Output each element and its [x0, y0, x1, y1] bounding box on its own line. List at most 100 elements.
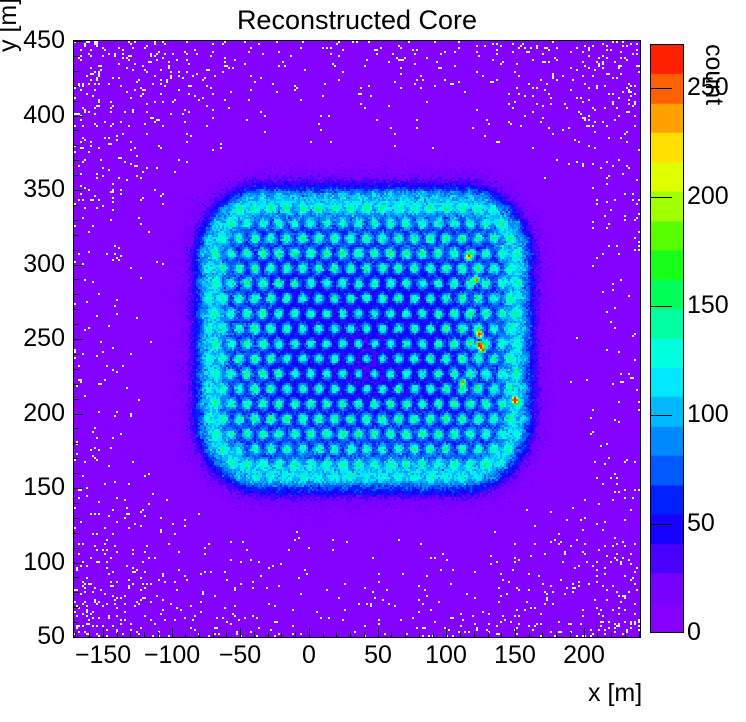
y-axis-tick-label: 450	[23, 26, 65, 54]
y-axis-minor-tick	[74, 220, 79, 221]
x-axis-tick-label: −100	[143, 641, 201, 669]
y-axis-minor-tick	[74, 279, 79, 280]
x-axis-minor-tick	[185, 632, 186, 637]
x-axis-minor-tick	[570, 632, 571, 637]
y-axis-tick-label: 50	[37, 622, 65, 650]
colorbar-tick	[650, 306, 672, 307]
y-axis-minor-tick	[74, 205, 79, 206]
x-axis-tick	[446, 628, 447, 637]
y-axis-tick-label: 150	[23, 473, 65, 501]
colorbar-tick	[650, 415, 672, 416]
x-axis-minor-tick	[130, 632, 131, 637]
y-axis-tick	[74, 563, 83, 564]
x-axis-minor-tick	[364, 632, 365, 637]
x-axis-title: x [m]	[588, 679, 643, 707]
colorbar-gradient	[650, 44, 684, 633]
x-axis-minor-tick	[254, 632, 255, 637]
x-axis-minor-tick	[501, 632, 502, 637]
y-axis-tick-label: 400	[23, 101, 65, 129]
y-axis-minor-tick	[74, 160, 79, 161]
colorbar-title: count	[700, 44, 728, 106]
y-axis-minor-tick	[74, 577, 79, 578]
y-axis-minor-tick	[74, 592, 79, 593]
y-axis-tick	[74, 116, 83, 117]
x-axis-minor-tick	[295, 632, 296, 637]
x-axis-tick	[172, 628, 173, 637]
x-axis-tick-label: 200	[563, 641, 605, 669]
y-axis-minor-tick	[74, 86, 79, 87]
x-axis-minor-tick	[529, 632, 530, 637]
y-axis-tick-label: 350	[23, 175, 65, 203]
x-axis-minor-tick	[144, 632, 145, 637]
y-axis-minor-tick	[74, 145, 79, 146]
x-axis-minor-tick	[281, 632, 282, 637]
x-axis-minor-tick	[226, 632, 227, 637]
x-axis-minor-tick	[611, 632, 612, 637]
x-axis-minor-tick	[542, 632, 543, 637]
y-axis-minor-tick	[74, 443, 79, 444]
y-axis-tick	[74, 190, 83, 191]
x-axis-tick	[103, 628, 104, 637]
page-title: Reconstructed Core	[236, 5, 478, 35]
y-axis-minor-tick	[74, 369, 79, 370]
x-axis-minor-tick	[460, 632, 461, 637]
y-axis-minor-tick	[74, 622, 79, 623]
x-axis-minor-tick	[639, 632, 640, 637]
x-axis-minor-tick	[597, 632, 598, 637]
colorbar-tick-label: 150	[687, 291, 729, 319]
y-axis-minor-tick	[74, 384, 79, 385]
y-axis-minor-tick	[74, 250, 79, 251]
y-axis-minor-tick	[74, 235, 79, 236]
x-axis-minor-tick	[391, 632, 392, 637]
heatmap-canvas	[74, 41, 640, 637]
x-axis-minor-tick	[158, 632, 159, 637]
colorbar	[650, 44, 684, 633]
x-axis-tick	[309, 628, 310, 637]
x-axis-tick-label: 150	[494, 641, 536, 669]
colorbar-tick-label: 200	[687, 182, 729, 210]
colorbar-tick-label: 50	[687, 509, 715, 537]
y-axis-minor-tick	[74, 607, 79, 608]
y-axis-minor-tick	[74, 324, 79, 325]
y-axis-minor-tick	[74, 548, 79, 549]
y-axis-minor-tick	[74, 503, 79, 504]
x-axis-minor-tick	[419, 632, 420, 637]
y-axis-minor-tick	[74, 294, 79, 295]
x-axis-minor-tick	[350, 632, 351, 637]
y-axis-minor-tick	[74, 56, 79, 57]
x-axis-minor-tick	[75, 632, 76, 637]
x-axis-tick-label: −50	[218, 641, 262, 669]
y-axis-minor-tick	[74, 354, 79, 355]
x-axis-tick-label: 50	[364, 641, 392, 669]
x-axis-minor-tick	[556, 632, 557, 637]
y-axis-tick	[74, 41, 83, 42]
y-axis-tick-label: 300	[23, 250, 65, 278]
y-axis-minor-tick	[74, 518, 79, 519]
x-axis-minor-tick	[89, 632, 90, 637]
x-axis-tick	[515, 628, 516, 637]
y-axis-title: y [m]	[0, 0, 22, 52]
y-axis-minor-tick	[74, 101, 79, 102]
x-axis-tick-label: 100	[425, 641, 467, 669]
y-axis-minor-tick	[74, 473, 79, 474]
x-axis-minor-tick	[117, 632, 118, 637]
y-axis-minor-tick	[74, 458, 79, 459]
x-axis-tick-label: −150	[74, 641, 132, 669]
y-axis-minor-tick	[74, 309, 79, 310]
x-axis-minor-tick	[213, 632, 214, 637]
plot-frame	[73, 40, 641, 638]
x-axis-minor-tick	[405, 632, 406, 637]
y-axis-minor-tick	[74, 533, 79, 534]
x-axis-minor-tick	[625, 632, 626, 637]
colorbar-tick-label: 250	[687, 73, 729, 101]
y-axis-minor-tick	[74, 71, 79, 72]
x-axis-minor-tick	[199, 632, 200, 637]
colorbar-tick	[650, 197, 672, 198]
x-axis-minor-tick	[474, 632, 475, 637]
x-axis-tick	[240, 628, 241, 637]
x-axis-minor-tick	[336, 632, 337, 637]
x-axis-minor-tick	[433, 632, 434, 637]
y-axis-tick	[74, 488, 83, 489]
colorbar-tick	[650, 88, 672, 89]
